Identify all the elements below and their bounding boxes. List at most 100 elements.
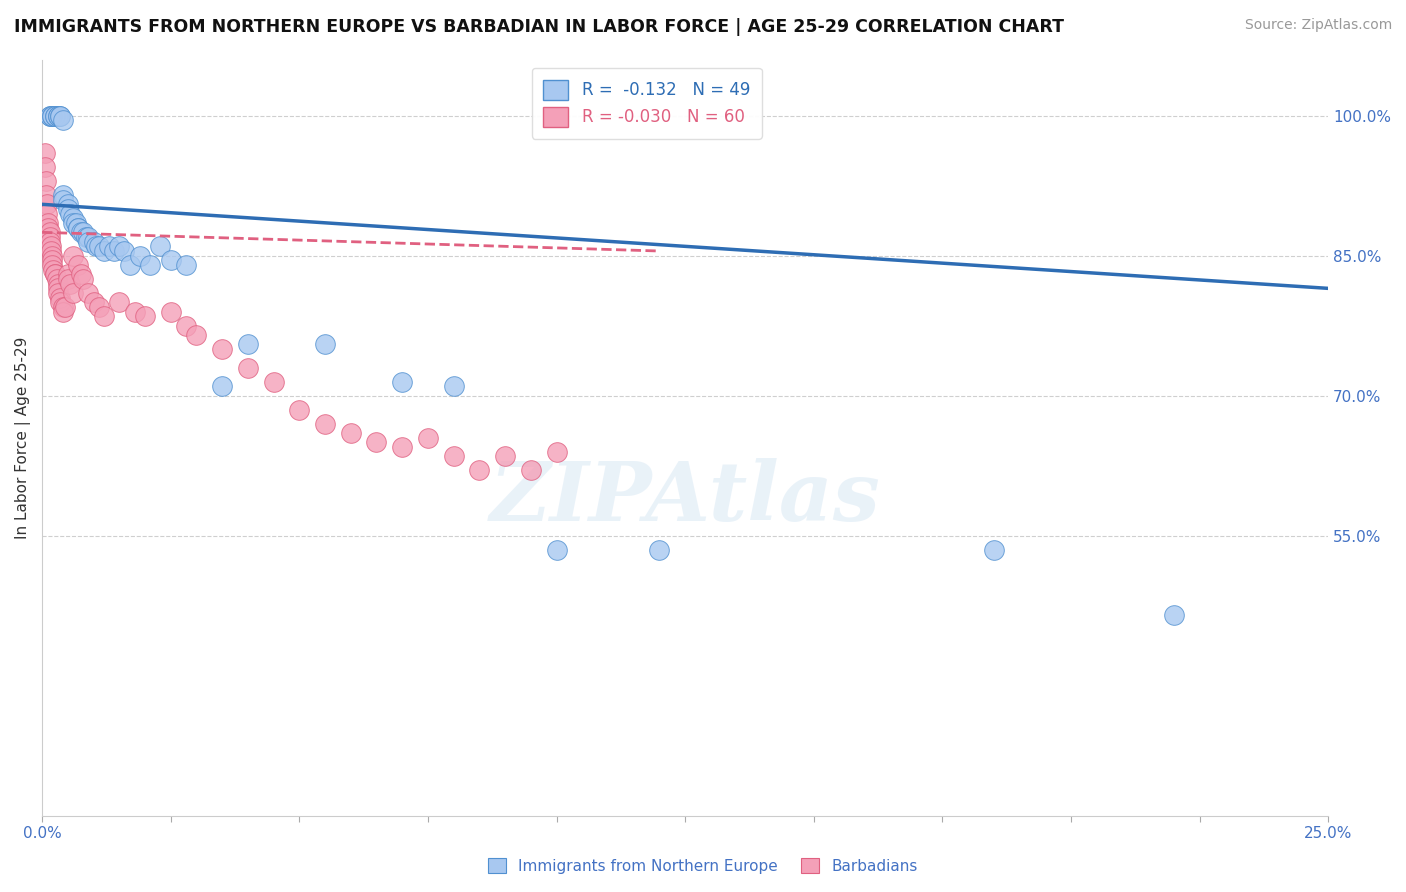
- Point: [46, 109, 69, 123]
- Point: [186, 328, 208, 343]
- Point: [108, 239, 131, 253]
- Point: [45, 272, 67, 286]
- Point: [52, 188, 75, 202]
- Point: [67, 258, 90, 272]
- Point: [93, 310, 115, 324]
- Point: [520, 463, 543, 477]
- Point: [41, 258, 63, 272]
- Point: [159, 304, 181, 318]
- Point: [44, 109, 66, 123]
- Point: [46, 277, 69, 291]
- Point: [391, 440, 413, 454]
- Point: [314, 417, 336, 431]
- Point: [37, 220, 59, 235]
- Point: [263, 375, 285, 389]
- Point: [41, 249, 63, 263]
- Point: [35, 188, 58, 202]
- Point: [41, 239, 63, 253]
- Point: [69, 225, 91, 239]
- Point: [59, 207, 82, 221]
- Point: [416, 431, 439, 445]
- Point: [103, 244, 125, 258]
- Point: [236, 337, 259, 351]
- Point: [134, 310, 156, 324]
- Point: [46, 286, 69, 301]
- Point: [38, 230, 60, 244]
- Point: [67, 220, 90, 235]
- Point: [38, 235, 60, 249]
- Point: [44, 268, 66, 282]
- Text: Source: ZipAtlas.com: Source: ZipAtlas.com: [1244, 18, 1392, 32]
- Point: [77, 235, 100, 249]
- Point: [72, 272, 94, 286]
- Legend: Immigrants from Northern Europe, Barbadians: Immigrants from Northern Europe, Barbadi…: [482, 852, 924, 880]
- Point: [53, 300, 76, 314]
- Point: [52, 113, 75, 128]
- Point: [56, 272, 79, 286]
- Point: [648, 542, 671, 557]
- Point: [77, 230, 100, 244]
- Point: [77, 286, 100, 301]
- Point: [211, 379, 233, 393]
- Point: [56, 197, 79, 211]
- Point: [72, 225, 94, 239]
- Text: IMMIGRANTS FROM NORTHERN EUROPE VS BARBADIAN IN LABOR FORCE | AGE 25-29 CORRELAT: IMMIGRANTS FROM NORTHERN EUROPE VS BARBA…: [14, 18, 1064, 36]
- Point: [49, 109, 72, 123]
- Point: [41, 109, 63, 123]
- Point: [44, 109, 66, 123]
- Point: [62, 211, 84, 226]
- Point: [118, 258, 141, 272]
- Point: [211, 342, 233, 356]
- Point: [38, 109, 60, 123]
- Point: [38, 109, 60, 123]
- Point: [37, 197, 59, 211]
- Point: [75, 230, 97, 244]
- Point: [128, 249, 150, 263]
- Point: [52, 304, 75, 318]
- Point: [93, 244, 115, 258]
- Point: [87, 239, 110, 253]
- Point: [124, 304, 146, 318]
- Point: [52, 300, 75, 314]
- Point: [494, 450, 516, 464]
- Point: [366, 435, 388, 450]
- Point: [174, 258, 197, 272]
- Point: [288, 402, 311, 417]
- Point: [62, 216, 84, 230]
- Point: [46, 281, 69, 295]
- Point: [314, 337, 336, 351]
- Point: [69, 268, 91, 282]
- Point: [62, 249, 84, 263]
- Point: [41, 253, 63, 268]
- Point: [34, 160, 56, 174]
- Point: [44, 268, 66, 282]
- Point: [49, 291, 72, 305]
- Point: [149, 239, 172, 253]
- Point: [339, 426, 361, 441]
- Legend: R =  -0.132   N = 49, R = -0.030   N = 60: R = -0.132 N = 49, R = -0.030 N = 60: [531, 68, 762, 138]
- Point: [159, 253, 181, 268]
- Point: [49, 109, 72, 123]
- Point: [84, 239, 107, 253]
- Point: [46, 109, 69, 123]
- Point: [83, 235, 105, 249]
- Y-axis label: In Labor Force | Age 25-29: In Labor Force | Age 25-29: [15, 336, 31, 539]
- Point: [34, 145, 56, 160]
- Point: [174, 318, 197, 333]
- Point: [468, 463, 491, 477]
- Point: [236, 360, 259, 375]
- Point: [1163, 608, 1185, 623]
- Point: [37, 207, 59, 221]
- Point: [83, 295, 105, 310]
- Point: [52, 193, 75, 207]
- Point: [546, 444, 568, 458]
- Point: [59, 277, 82, 291]
- Point: [67, 220, 90, 235]
- Point: [56, 268, 79, 282]
- Point: [56, 202, 79, 216]
- Point: [37, 216, 59, 230]
- Point: [98, 239, 121, 253]
- Point: [443, 379, 465, 393]
- Point: [112, 244, 135, 258]
- Point: [41, 109, 63, 123]
